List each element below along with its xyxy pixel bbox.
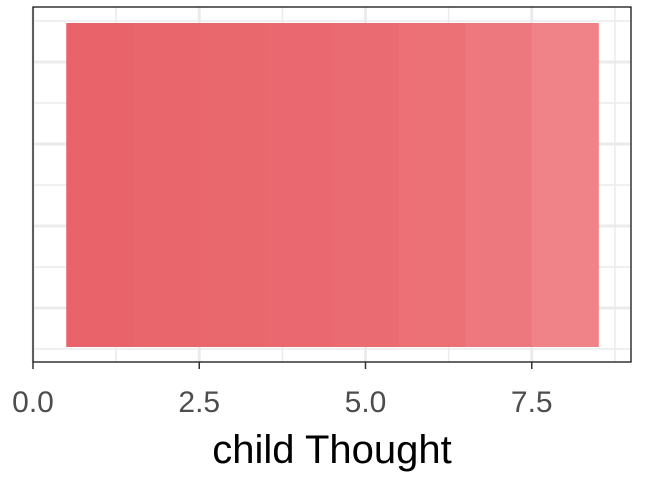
bar-segment-8 [531,23,599,347]
bar-segment-1 [66,23,134,347]
bar-segment-2 [132,23,200,347]
x-axis-ticks: 0.0 2.5 5.0 7.5 [12,362,553,419]
x-tick-label: 7.5 [511,386,553,419]
x-tick-label: 5.0 [345,386,387,419]
bar-segment-3 [199,23,267,347]
x-tick-label: 0.0 [12,386,54,419]
bar-segment-7 [465,23,533,347]
bar-segment-6 [398,23,466,347]
bar-segment-5 [332,23,400,347]
plot-border [32,6,632,363]
x-axis-title: child Thought [212,428,451,472]
x-tick-label: 2.5 [178,386,220,419]
bar-segment-4 [265,23,333,347]
bar-segments [66,23,599,347]
